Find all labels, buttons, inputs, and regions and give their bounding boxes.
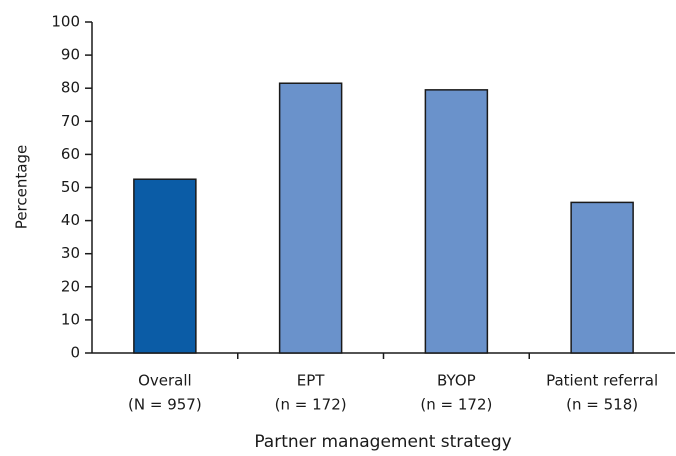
x-tick-label: BYOP	[437, 372, 476, 390]
x-tick-label: (n = 172)	[420, 396, 492, 414]
x-tick-label: EPT	[297, 372, 326, 390]
y-tick-label: 10	[61, 310, 80, 328]
y-tick-label: 50	[61, 178, 80, 196]
x-tick-label: Patient referral	[546, 372, 658, 390]
y-tick-label: 0	[70, 344, 80, 362]
bar	[133, 178, 197, 354]
y-tick-label: 100	[51, 13, 80, 31]
y-tick-label: 40	[61, 211, 80, 229]
x-tick-label: (N = 957)	[128, 396, 202, 414]
y-tick-label: 90	[61, 46, 80, 64]
x-axis-title: Partner management strategy	[254, 432, 511, 452]
bar	[424, 89, 489, 354]
y-axis-title: Percentage	[13, 145, 31, 229]
y-tick-label: 70	[61, 112, 80, 130]
bar	[570, 201, 634, 354]
y-tick-label: 80	[61, 79, 80, 97]
x-tick-label: (n = 518)	[566, 396, 638, 414]
y-tick-label: 60	[61, 145, 80, 163]
y-tick-label: 20	[61, 277, 80, 295]
bar	[278, 82, 343, 354]
y-tick-label: 30	[61, 244, 80, 262]
x-tick-label: (n = 172)	[275, 396, 347, 414]
x-tick-label: Overall	[138, 372, 192, 390]
